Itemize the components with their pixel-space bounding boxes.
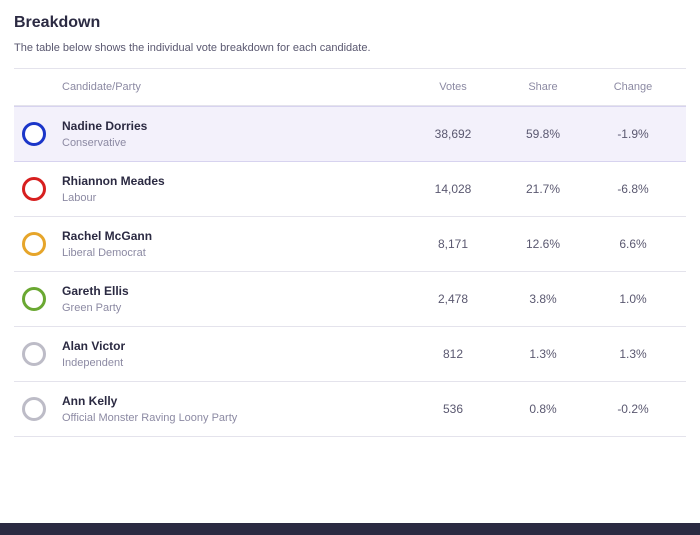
share-cell: 1.3% bbox=[498, 347, 588, 361]
table-row: Alan VictorIndependent8121.3%1.3% bbox=[14, 327, 686, 382]
share-cell: 0.8% bbox=[498, 402, 588, 416]
party-circle-wrap bbox=[22, 122, 62, 146]
change-cell: 6.6% bbox=[588, 237, 678, 251]
change-cell: 1.0% bbox=[588, 292, 678, 306]
share-cell: 21.7% bbox=[498, 182, 588, 196]
candidate-cell: Rhiannon Meades Labour bbox=[62, 174, 408, 204]
table-row: Nadine Dorries Conservative38,69259.8%-1.… bbox=[14, 106, 686, 162]
candidate-name: Gareth Ellis bbox=[62, 284, 408, 298]
party-color-icon bbox=[22, 122, 46, 146]
candidate-cell: Rachel McGann Liberal Democrat bbox=[62, 229, 408, 259]
candidate-name: Rachel McGann bbox=[62, 229, 408, 243]
table-row: Gareth Ellis Green Party2,4783.8%1.0% bbox=[14, 272, 686, 327]
change-cell: 1.3% bbox=[588, 347, 678, 361]
share-cell: 59.8% bbox=[498, 127, 588, 141]
table-header-row: Candidate/Party Votes Share Change bbox=[14, 69, 686, 106]
party-circle-wrap bbox=[22, 287, 62, 311]
party-circle-wrap bbox=[22, 232, 62, 256]
votes-cell: 8,171 bbox=[408, 237, 498, 251]
table-row: Rhiannon Meades Labour14,02821.7%-6.8% bbox=[14, 162, 686, 217]
votes-cell: 2,478 bbox=[408, 292, 498, 306]
party-color-icon bbox=[22, 397, 46, 421]
footer-bar bbox=[0, 523, 700, 535]
votes-cell: 536 bbox=[408, 402, 498, 416]
breakdown-subtitle: The table below shows the individual vot… bbox=[14, 42, 686, 54]
party-circle-wrap bbox=[22, 342, 62, 366]
candidate-name: Rhiannon Meades bbox=[62, 174, 408, 188]
candidate-name: Ann Kelly bbox=[62, 394, 408, 408]
votes-cell: 14,028 bbox=[408, 182, 498, 196]
candidate-cell: Ann Kelly Official Monster Raving Loony P… bbox=[62, 394, 408, 424]
candidate-party: Independent bbox=[62, 357, 408, 369]
candidate-name: Nadine Dorries bbox=[62, 119, 408, 133]
share-cell: 12.6% bbox=[498, 237, 588, 251]
change-cell: -6.8% bbox=[588, 182, 678, 196]
header-candidate: Candidate/Party bbox=[62, 81, 408, 93]
candidate-party: Labour bbox=[62, 192, 408, 204]
header-votes: Votes bbox=[408, 81, 498, 93]
party-color-icon bbox=[22, 287, 46, 311]
header-change: Change bbox=[588, 81, 678, 93]
party-circle-wrap bbox=[22, 397, 62, 421]
breakdown-container: Breakdown The table below shows the indi… bbox=[0, 0, 700, 437]
candidate-name: Alan Victor bbox=[62, 339, 408, 353]
breakdown-title: Breakdown bbox=[14, 14, 686, 32]
table-row: Rachel McGann Liberal Democrat8,17112.6%6… bbox=[14, 217, 686, 272]
table-row: Ann Kelly Official Monster Raving Loony P… bbox=[14, 382, 686, 437]
votes-cell: 812 bbox=[408, 347, 498, 361]
change-cell: -1.9% bbox=[588, 127, 678, 141]
header-share: Share bbox=[498, 81, 588, 93]
party-circle-wrap bbox=[22, 177, 62, 201]
results-table: Candidate/Party Votes Share Change Nadin… bbox=[14, 69, 686, 437]
candidate-cell: Nadine Dorries Conservative bbox=[62, 119, 408, 149]
party-color-icon bbox=[22, 232, 46, 256]
candidate-party: Green Party bbox=[62, 302, 408, 314]
candidate-cell: Gareth Ellis Green Party bbox=[62, 284, 408, 314]
party-color-icon bbox=[22, 342, 46, 366]
votes-cell: 38,692 bbox=[408, 127, 498, 141]
candidate-party: Liberal Democrat bbox=[62, 247, 408, 259]
candidate-cell: Alan Victor Independent bbox=[62, 339, 408, 369]
candidate-party: Official Monster Raving Loony Party bbox=[62, 412, 408, 424]
change-cell: -0.2% bbox=[588, 402, 678, 416]
party-color-icon bbox=[22, 177, 46, 201]
share-cell: 3.8% bbox=[498, 292, 588, 306]
candidate-party: Conservative bbox=[62, 137, 408, 149]
